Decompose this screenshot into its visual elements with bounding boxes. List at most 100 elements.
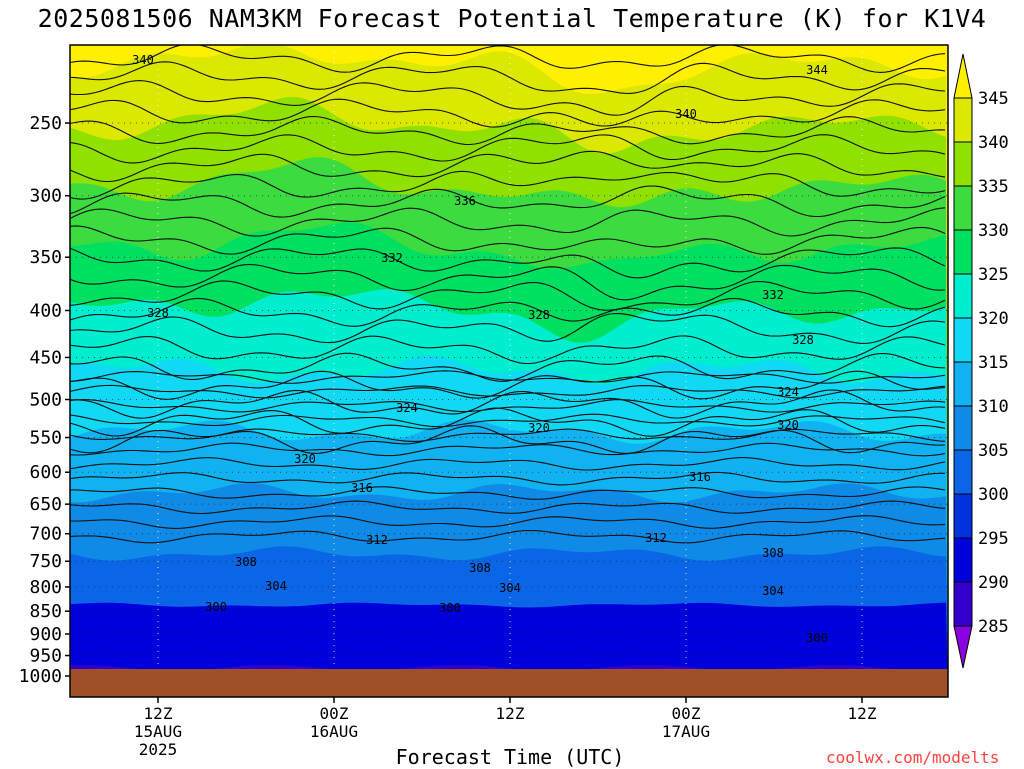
contour-label: 312 [645,531,667,545]
contour-line [70,500,946,515]
colorbar-segment [953,449,973,495]
y-tick-label: 500 [29,390,62,411]
colorbar-label: 310 [978,397,1009,417]
contour-label: 340 [132,53,154,67]
y-tick-label: 550 [29,428,62,449]
contour-line [70,225,946,255]
chart-title: 2025081506 NAM3KM Forecast Potential Tem… [37,4,987,33]
contour-line [70,134,946,164]
y-tick-label: 450 [29,347,62,368]
colorbar-label: 330 [978,221,1009,241]
colorbar-label: 325 [978,265,1009,285]
contour-line [70,247,946,279]
contour-label: 300 [806,631,828,645]
contour-line [70,384,946,399]
y-tick-label: 850 [29,601,62,622]
contour-line [70,428,946,442]
colorbar-top-triangle [953,53,973,99]
colorbar-segment [953,493,973,539]
colorbar-segment [953,361,973,407]
colorbar-label: 335 [978,177,1009,197]
contour-label: 300 [205,600,227,614]
x-tick-label: 00Z [320,704,349,723]
contour-label: 328 [147,306,169,320]
ground-terrain [70,669,948,697]
contour-line [70,280,946,311]
x-tick-label: 12Z [496,704,525,723]
y-tick-label: 800 [29,577,62,598]
contour-line [70,407,946,437]
contour-line [70,389,946,419]
contour-label: 332 [381,251,403,265]
x-tick-date: 17AUG [662,722,710,741]
colorbar-label: 315 [978,353,1009,373]
contour-line [70,442,946,457]
y-tick-label: 350 [29,247,62,268]
contour-label: 312 [366,533,388,547]
contour-line [70,80,946,116]
colorbar-segment [953,581,973,627]
contour-label: 304 [265,579,287,593]
contour-labels: 300 300 300 304 304 304 308 308 308 312 312 316 316 3… [132,53,828,645]
contour-line [70,185,946,218]
contour-line [70,471,945,486]
contour-line [70,61,946,94]
y-tick-label: 650 [29,494,62,515]
colorbar-segment [953,273,973,319]
colorbar-bottom-triangle [953,625,973,669]
contour-label: 324 [777,385,799,399]
contour-line [70,312,946,344]
contour-label: 308 [469,561,491,575]
x-tick-label: 12Z [144,704,173,723]
colorbar-label: 340 [978,133,1009,153]
contour-lines [70,45,946,544]
contour-label: 320 [528,421,550,435]
contour-label: 308 [235,555,257,569]
y-tick-label: 250 [29,113,62,134]
colorbar-segment [953,185,973,231]
contour-label: 332 [762,288,784,302]
contour-label: 328 [528,308,550,322]
contour-line [70,529,946,544]
x-tick-label: 00Z [672,704,701,723]
contour-label: 304 [499,581,521,595]
contour-line [70,207,946,237]
colorbar-segment [953,97,973,143]
y-tick-label: 750 [29,551,62,572]
contour-line [70,263,946,301]
colorbar-label: 320 [978,309,1009,329]
contour-line [70,170,946,200]
colorbar-label: 285 [978,617,1009,637]
contour-label: 304 [762,584,784,598]
contour-line [70,335,946,365]
contour-label: 316 [689,470,711,484]
contour-label: 316 [351,481,373,495]
colorbar-label: 295 [978,529,1009,549]
contour-line [70,413,946,428]
contour-line [70,45,946,73]
contour-label: 324 [396,401,418,415]
contour-label: 344 [806,63,828,77]
y-tick-label: 1000 [19,666,62,687]
contour-line [70,370,946,400]
contour-line [70,370,946,384]
contour-line [70,297,946,328]
colorbar-segment [953,317,973,363]
contour-label: 320 [777,418,799,432]
contour-label: 336 [454,194,476,208]
plot-frame [69,44,949,698]
y-tick-label: 950 [29,646,62,667]
colorbar-segment [953,141,973,187]
y-axis: 2503003504004505005506006507007508008509… [19,113,70,687]
colorbar-label: 290 [978,573,1009,593]
x-axis-label: Forecast Time (UTC) [395,745,625,769]
contour-label: 300 [439,601,461,615]
plot-area [70,45,948,697]
y-tick-label: 300 [29,186,62,207]
colorbar-segment [953,229,973,275]
y-tick-label: 600 [29,462,62,483]
credit-link[interactable]: coolwx.com/modelts [826,748,1000,767]
y-tick-label: 700 [29,524,62,545]
